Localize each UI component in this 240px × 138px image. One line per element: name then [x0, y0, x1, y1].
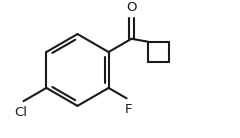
Text: O: O	[126, 1, 137, 14]
Text: Cl: Cl	[14, 106, 27, 119]
Text: F: F	[125, 103, 132, 116]
